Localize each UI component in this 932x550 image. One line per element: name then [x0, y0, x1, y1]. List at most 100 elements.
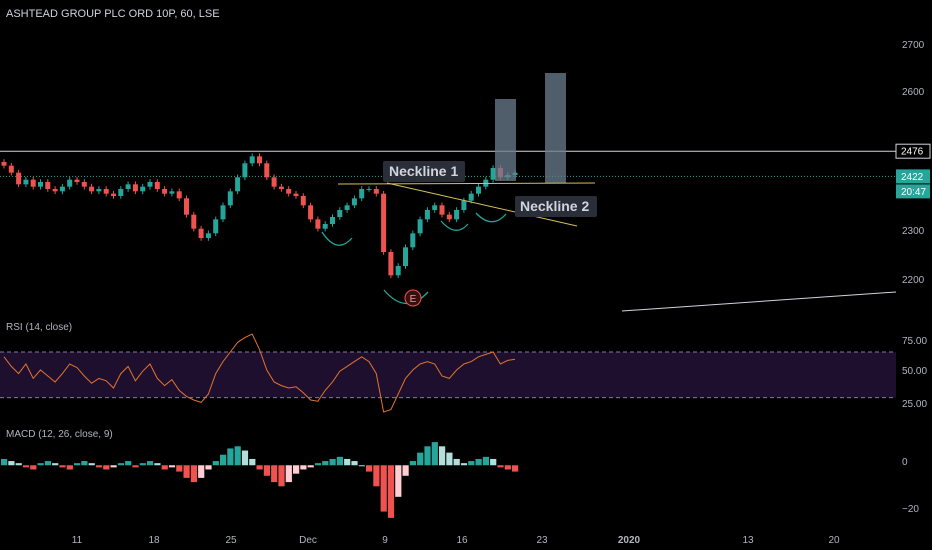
price-pane[interactable]: Neckline 1 Neckline 2 E — [0, 73, 897, 312]
macd-bar — [482, 456, 489, 466]
macd-bar — [44, 461, 51, 466]
candle-body — [154, 182, 160, 189]
macd-bar — [52, 463, 59, 466]
neckline-2-label-box — [515, 196, 597, 217]
candle-body — [249, 156, 255, 164]
candle-body — [59, 186, 65, 192]
time-axis[interactable]: 11 18 25 Dec 9 16 23 2020 13 20 — [72, 535, 840, 546]
macd-bar — [154, 463, 161, 466]
macd-bar — [59, 465, 66, 468]
time-tick: 13 — [742, 535, 754, 546]
target-box-2[interactable] — [545, 73, 566, 183]
macd-bar — [460, 463, 468, 466]
candle-body — [286, 189, 292, 194]
candle-body — [410, 233, 416, 248]
neckline-1-label-box — [383, 161, 465, 182]
candle-body — [432, 205, 438, 210]
time-tick: 23 — [536, 535, 548, 546]
macd-bar — [402, 465, 409, 476]
candle-body — [293, 193, 299, 196]
price-tick: 2700 — [902, 40, 925, 51]
macd-bar — [198, 465, 205, 478]
rsi-tick: 75.00 — [902, 336, 927, 347]
macd-bar — [249, 458, 256, 466]
macd-bar — [256, 465, 263, 470]
macd-bar — [1, 458, 8, 466]
time-tick: 9 — [382, 535, 388, 546]
macd-bar — [183, 465, 190, 478]
time-tick: 2020 — [618, 535, 641, 546]
macd-bar — [37, 463, 44, 466]
macd-bar — [30, 465, 37, 470]
candle-body — [359, 189, 365, 199]
price-tick: 2300 — [902, 226, 925, 237]
rsi-pane[interactable]: RSI (14, close) 75.00 50.00 25.00 — [0, 322, 927, 413]
candle-body — [227, 191, 233, 206]
head-arc — [383, 289, 429, 305]
macd-bar — [66, 465, 73, 470]
macd-bar — [8, 461, 15, 466]
macd-bar — [314, 463, 322, 466]
macd-bar — [117, 463, 124, 466]
candle-body — [424, 210, 430, 220]
price-tick: 2200 — [902, 275, 925, 286]
macd-bar — [161, 465, 168, 470]
candle-body — [140, 186, 146, 192]
candle-body — [67, 179, 73, 187]
candle-body — [381, 193, 387, 252]
candle-body — [8, 165, 14, 173]
macd-bar — [88, 463, 95, 466]
macd-bar — [366, 465, 373, 472]
rsi-line — [3, 333, 516, 413]
macd-bar — [322, 461, 329, 466]
macd-bar — [504, 465, 511, 470]
macd-bar — [227, 448, 234, 466]
macd-bar — [468, 461, 475, 466]
macd-bar — [307, 465, 314, 468]
macd-bar — [358, 465, 365, 467]
candle-body — [132, 184, 138, 192]
macd-bar — [293, 465, 300, 474]
candle-body — [213, 219, 219, 234]
candle-body — [147, 182, 153, 187]
candle-body — [45, 182, 51, 189]
macd-bar — [147, 461, 154, 466]
macd-bar — [431, 442, 438, 466]
candle-body — [446, 214, 452, 220]
macd-bar — [220, 454, 227, 466]
candle-body — [330, 217, 335, 224]
candle-body — [242, 163, 248, 178]
candle-body — [23, 179, 29, 185]
macd-bar — [15, 463, 22, 466]
macd-bar — [139, 463, 146, 466]
trend-line[interactable] — [621, 291, 897, 312]
last-price-tag — [896, 169, 930, 184]
target-box-1[interactable] — [495, 99, 516, 181]
time-tick: Dec — [299, 535, 317, 546]
resistance-price-tag — [895, 143, 931, 159]
candle-body — [176, 191, 182, 199]
neckline-2-line[interactable] — [386, 182, 578, 227]
candle-body — [271, 177, 277, 187]
price-axis[interactable]: 2700 2600 2300 2200 2476 2422 20:47 — [895, 40, 931, 286]
chart-title: ASHTEAD GROUP PLC ORD 10P, 60, LSE — [6, 8, 220, 20]
candle-body — [344, 205, 350, 210]
macd-bar — [395, 465, 402, 497]
candle-body — [96, 189, 102, 192]
time-tick: 20 — [828, 535, 840, 546]
macd-bar — [263, 465, 270, 476]
macd-bar — [409, 461, 416, 466]
macd-bar — [125, 461, 132, 466]
candle-body — [315, 219, 321, 229]
earnings-marker[interactable] — [404, 289, 422, 307]
macd-bar — [103, 465, 110, 470]
macd-bar — [278, 465, 285, 487]
macd-bar — [300, 465, 307, 470]
candle-body — [103, 189, 109, 194]
macd-bar — [176, 465, 183, 472]
neckline-1-line[interactable] — [337, 182, 596, 185]
macd-pane[interactable]: MACD (12, 26, close, 9) 0 −20 — [1, 429, 919, 518]
macd-bar — [95, 465, 103, 468]
